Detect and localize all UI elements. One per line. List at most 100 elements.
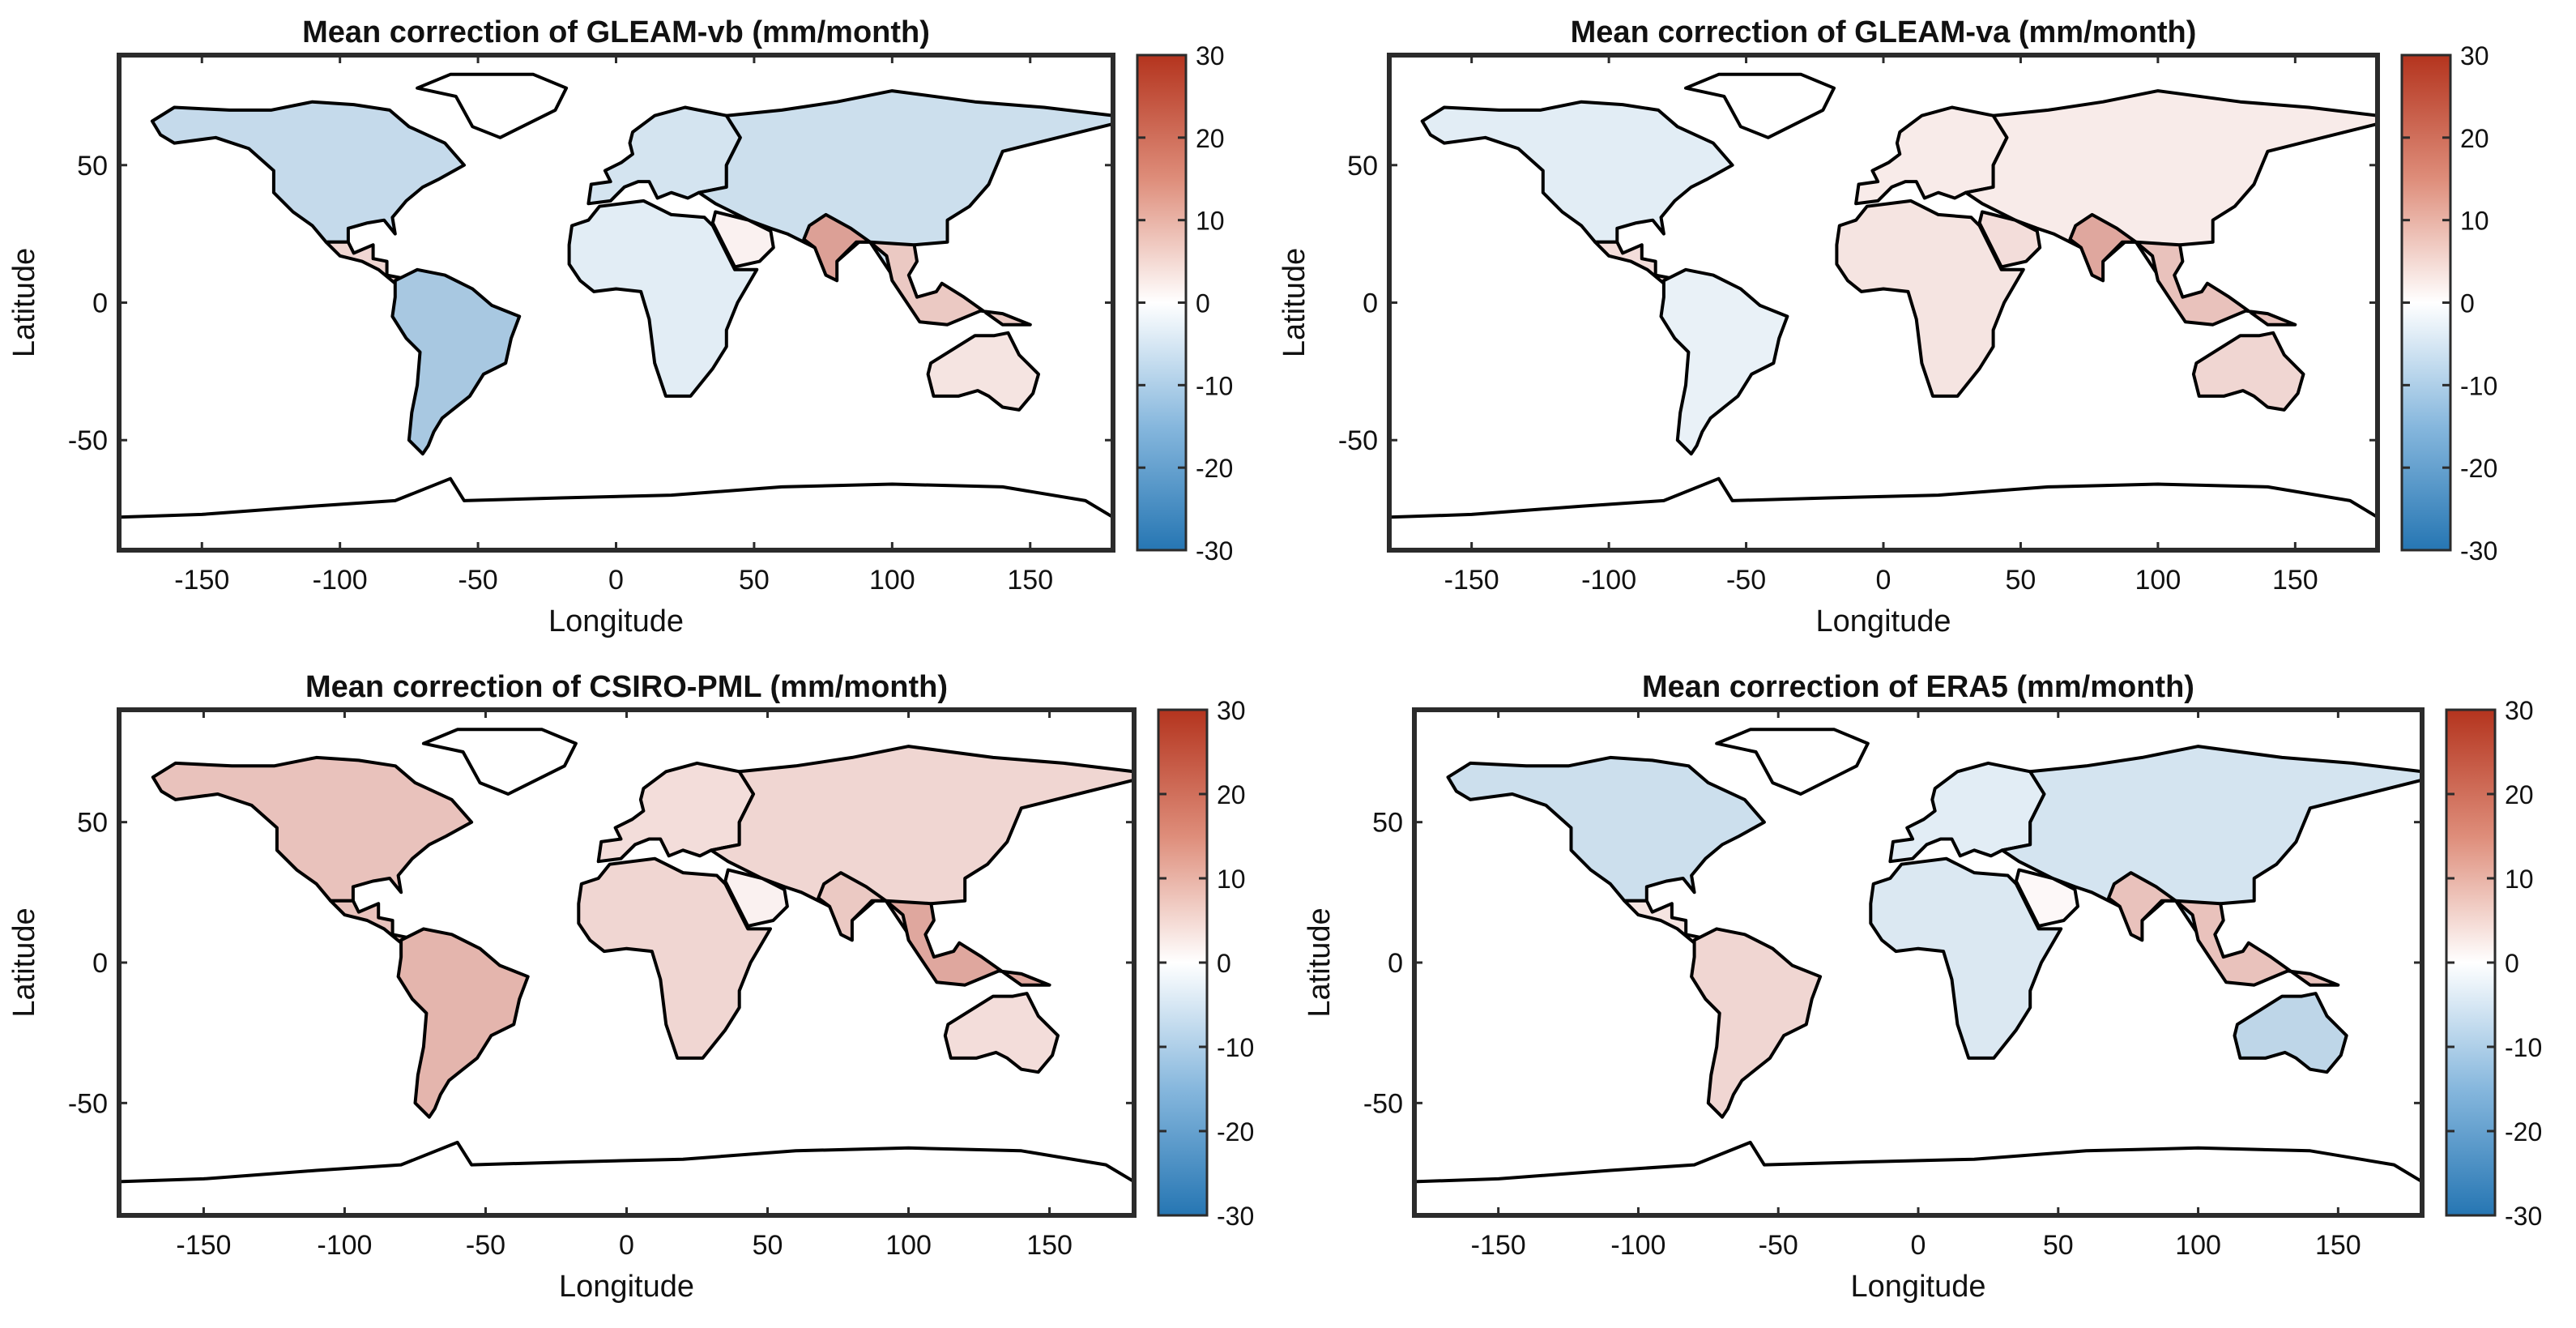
panel-title: Mean correction of CSIRO-PML (mm/month)	[305, 670, 948, 704]
region-greenland	[421, 728, 578, 796]
colorbar-tick-label: 10	[2505, 865, 2534, 894]
x-tick-label: 150	[1007, 565, 1053, 596]
x-tick-label: 50	[2006, 565, 2036, 596]
region-africa	[1869, 856, 2063, 1060]
colorbar-tick-label: -20	[2460, 454, 2497, 483]
colorbar-tick-label: 30	[2460, 41, 2489, 70]
region-south-america	[1659, 267, 1789, 456]
x-axis-label: Longitude	[1851, 1270, 1986, 1304]
x-tick-label: -150	[1444, 565, 1499, 596]
y-axis-label: Latitude	[7, 907, 41, 1017]
x-tick-label: 0	[619, 1230, 634, 1261]
region-arabia	[1977, 210, 2042, 269]
region-antarctica	[119, 1140, 1134, 1215]
colorbar-tick-label: -20	[1196, 454, 1233, 483]
colorbar-tick-label: 30	[1196, 41, 1225, 70]
region-australia	[2233, 992, 2348, 1074]
y-tick-label: -50	[68, 1088, 108, 1119]
region-india	[802, 212, 872, 283]
region-south-america	[1690, 927, 1823, 1119]
x-tick-label: -150	[176, 1230, 231, 1261]
region-antarctica	[1414, 1140, 2422, 1215]
region-southeast-asia	[868, 240, 1032, 327]
map-panel-1: Mean correction of GLEAM-vb (mm/month) -1…	[7, 15, 1233, 638]
y-tick-label: 50	[1347, 151, 1378, 181]
region-central-america	[1593, 240, 1671, 285]
x-tick-label: 150	[1026, 1230, 1073, 1261]
x-tick-label: -100	[1581, 565, 1636, 596]
region-antarctica	[119, 476, 1113, 550]
colorbar-tick-label: -30	[2460, 536, 2497, 566]
region-north-america	[150, 100, 466, 244]
colorbar-tick-label: 30	[1217, 696, 1246, 725]
region-arabia	[2014, 868, 2079, 928]
colorbar-tick-label: 0	[2460, 289, 2475, 318]
land-regions	[119, 728, 1134, 1215]
colorbar-tick-label: 0	[1217, 949, 1231, 978]
map-panel-4: Mean correction of ERA5 (mm/month) -150 -1…	[1303, 670, 2542, 1304]
x-axis-label: Longitude	[548, 604, 684, 638]
panel-title: Mean correction of GLEAM-vb (mm/month)	[302, 15, 930, 49]
colorbar-tick-label: -30	[2505, 1202, 2542, 1231]
colorbar-tick-label: 20	[1217, 780, 1246, 809]
region-arabia	[723, 868, 789, 928]
x-axis-label: Longitude	[1816, 604, 1951, 638]
colorbar-tick-label: -30	[1196, 536, 1233, 566]
land-regions	[119, 72, 1113, 550]
region-north-america	[1446, 755, 1766, 903]
colorbar-tick-label: 20	[2460, 124, 2489, 153]
panel-title: Mean correction of ERA5 (mm/month)	[1642, 670, 2194, 704]
x-tick-label: 150	[2315, 1230, 2361, 1261]
y-tick-label: -50	[1363, 1088, 1403, 1119]
region-africa	[1835, 199, 2025, 398]
colorbar-tick-label: -10	[2505, 1033, 2542, 1062]
x-tick-label: 150	[2272, 565, 2318, 596]
y-axis-label: Latitude	[1277, 248, 1311, 357]
x-tick-label: 50	[753, 1230, 783, 1261]
x-tick-label: 0	[1876, 565, 1891, 596]
region-australia	[943, 992, 1060, 1074]
y-axis-label: Latitude	[7, 248, 41, 357]
colorbar-tick-label: -20	[1217, 1117, 1254, 1147]
region-southeast-asia	[2134, 240, 2297, 327]
x-tick-label: 0	[608, 565, 624, 596]
region-australia	[926, 331, 1040, 412]
region-australia	[2191, 331, 2305, 412]
x-tick-label: 100	[2135, 565, 2181, 596]
colorbar-tick-label: -10	[1217, 1033, 1254, 1062]
region-central-america	[324, 240, 403, 285]
colorbar-tick-label: -10	[1196, 371, 1233, 400]
region-southeast-asia	[2173, 899, 2340, 987]
region-india	[2107, 871, 2177, 942]
x-tick-label: 50	[739, 565, 770, 596]
x-tick-label: 100	[869, 565, 915, 596]
y-tick-label: 50	[77, 808, 108, 839]
x-tick-label: -50	[1726, 565, 1766, 596]
colorbar-tick-label: 30	[2505, 696, 2534, 725]
y-tick-label: 0	[1363, 288, 1378, 319]
x-tick-label: -100	[317, 1230, 372, 1261]
region-antarctica	[1389, 476, 2378, 550]
y-tick-label: 50	[77, 151, 108, 181]
y-tick-label: 50	[1372, 808, 1403, 839]
x-tick-label: 100	[2175, 1230, 2221, 1261]
x-tick-label: 0	[1911, 1230, 1926, 1261]
region-central-america	[329, 899, 408, 945]
x-tick-label: -100	[1610, 1230, 1665, 1261]
region-africa	[567, 199, 759, 398]
region-north-america	[1420, 100, 1734, 244]
y-tick-label: 0	[92, 948, 108, 979]
colorbar-tick-label: 10	[2460, 207, 2489, 236]
colorbar-tick-label: 0	[2505, 949, 2519, 978]
region-greenland	[416, 72, 569, 139]
region-greenland	[1684, 72, 1836, 139]
y-tick-label: 0	[92, 288, 108, 319]
colorbar-tick-label: 10	[1196, 207, 1225, 236]
colorbar-tick-label: 10	[1217, 865, 1246, 894]
y-tick-label: 0	[1388, 948, 1403, 979]
colorbar-tick-label: -20	[2505, 1117, 2542, 1147]
y-tick-label: -50	[1338, 425, 1378, 456]
region-south-america	[390, 267, 522, 456]
region-india	[817, 871, 888, 942]
